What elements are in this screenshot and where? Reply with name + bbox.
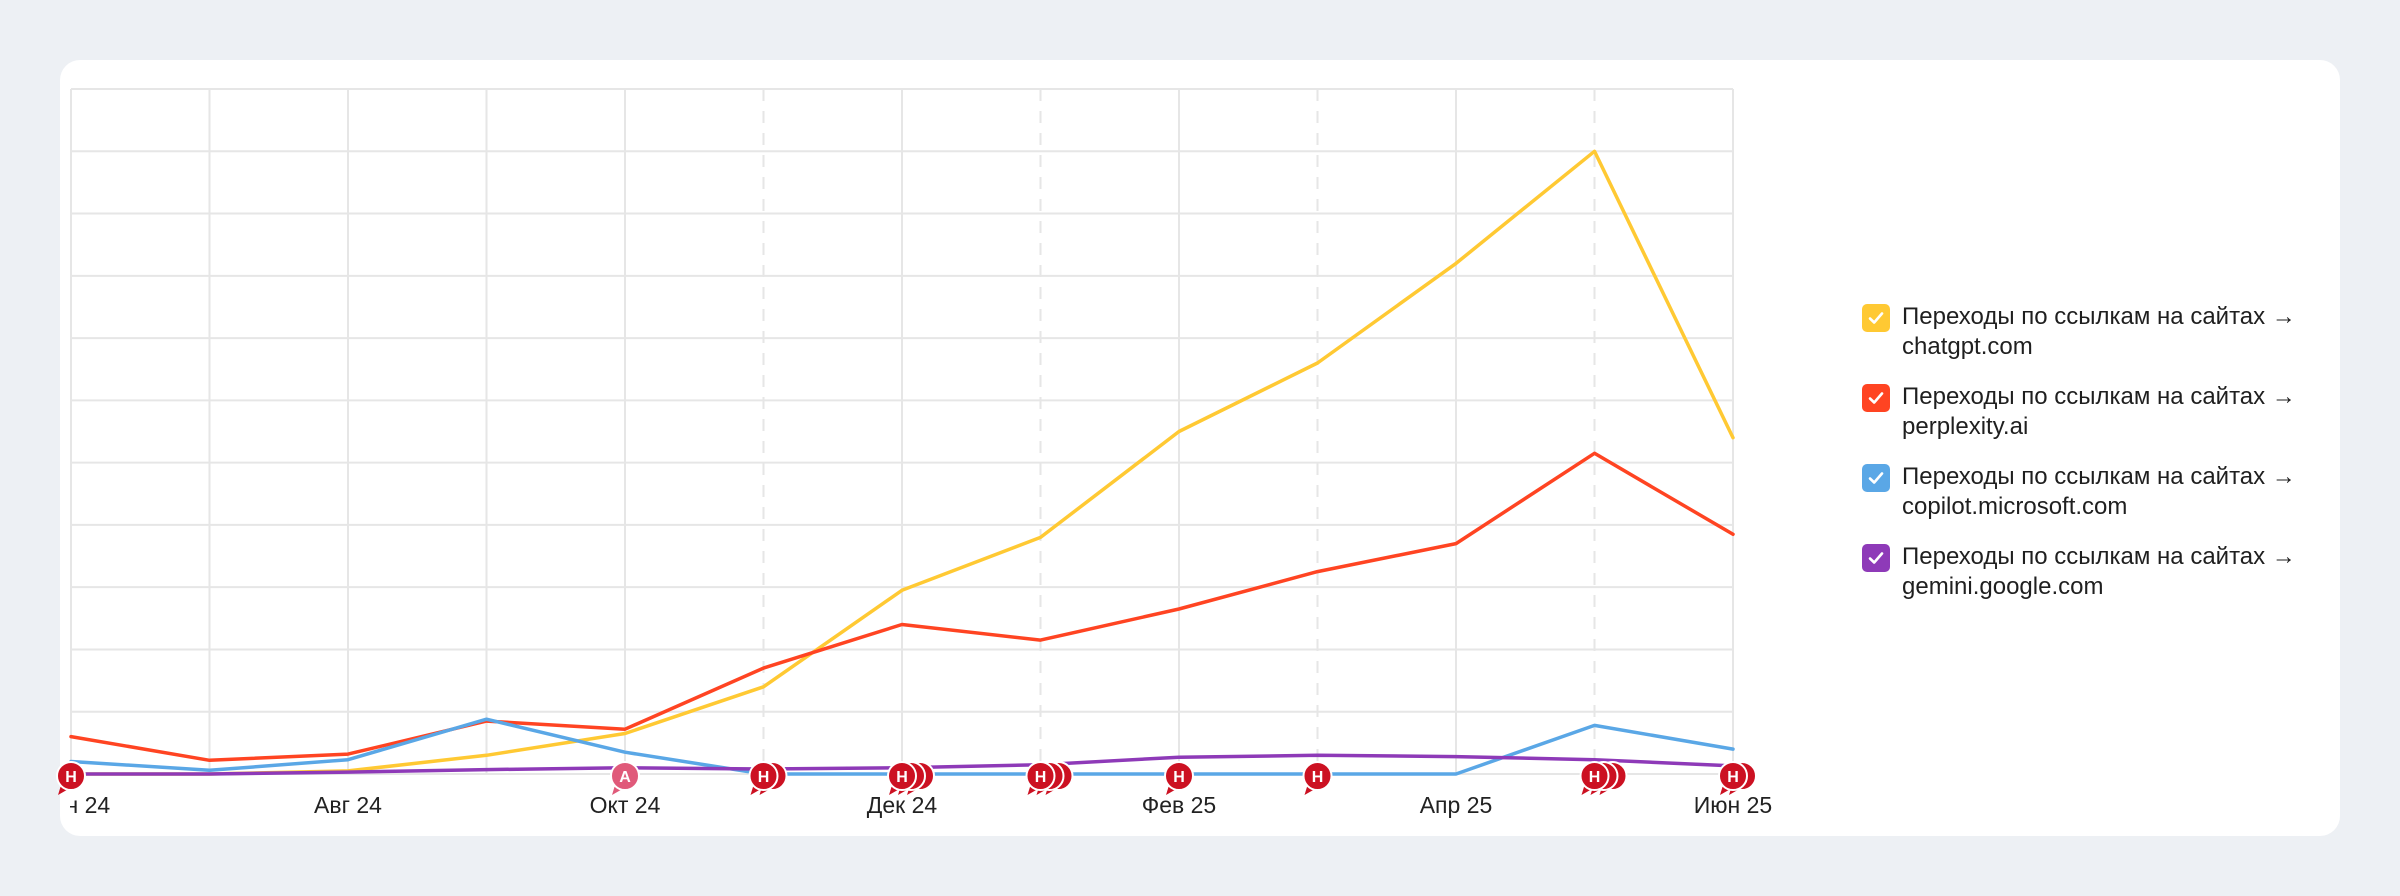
annotation-circle [1025,761,1056,791]
annotation-circle [1302,761,1333,791]
legend-item-perplexity[interactable]: Переходы по ссылкам на сайтах → perplexit… [1862,382,2342,442]
annotation-circle [748,761,779,791]
legend-item-copilot[interactable]: Переходы по ссылкам на сайтах → copilot.m… [1862,462,2342,522]
annotation-marker: Н [1718,761,1757,795]
checkbox-icon[interactable] [1862,384,1890,412]
x-axis: Июн 24 Авг 24 Окт 24 Дек 24 Фев 25 Апр 25 Июн … [32,792,1772,818]
annotation-letter: Н [1035,769,1047,786]
annotation-marker: Н [1302,761,1333,795]
annotation-marker: Н [1579,761,1628,795]
annotation-marker: Н [887,761,935,795]
legend: Переходы по ссылкам на сайтах → chatgpt.c… [1862,302,2342,622]
legend-item-gemini[interactable]: Переходы по ссылкам на сайтах → gemini.go… [1862,542,2342,602]
annotation-letter: Н [1312,769,1324,786]
x-tick-label: Фев 25 [1142,792,1216,818]
series-line-2 [69,451,1735,763]
x-tick-label: Окт 24 [590,792,661,818]
legend-label: Переходы по ссылкам на сайтах → [1902,383,2296,410]
legend-site: chatgpt.com [1902,333,2033,360]
x-tick-label: Апр 25 [1420,792,1493,818]
legend-label: Переходы по ссылкам на сайтах → [1902,303,2296,330]
annotation-circle [1718,761,1748,791]
annotation-circle [1579,761,1610,791]
annotation-letter: Н [1589,769,1601,786]
x-tick-label: Дек 24 [867,792,938,818]
annotation-letter: Н [1727,769,1739,786]
annotation-circle [887,761,917,791]
annotation-circle [610,761,640,791]
legend-label: Переходы по ссылкам на сайтах → [1902,543,2296,570]
legend-site: gemini.google.com [1902,573,2104,600]
annotation-letter: А [619,769,631,786]
x-tick-label: Июн 25 [1694,792,1772,818]
annotation-letter: Н [758,769,770,786]
annotation-letter: Н [65,769,77,786]
annotation-letter: Н [1173,769,1185,786]
legend-site: perplexity.ai [1902,413,2029,440]
annotation-letter: Н [896,769,908,786]
chart-card [60,60,2340,836]
grid [70,88,1734,775]
legend-label: Переходы по ссылкам на сайтах → [1902,463,2296,490]
checkbox-icon[interactable] [1862,464,1890,492]
legend-site: copilot.microsoft.com [1902,493,2128,520]
annotation-marker: Н [748,761,788,795]
annotation-circle [1164,761,1194,791]
annotation-marker: Н [1025,761,1074,795]
annotation-marker: Н [56,761,86,795]
x-tick-label: Авг 24 [314,792,382,818]
checkbox-icon[interactable] [1862,544,1890,572]
annotation-marker: А [610,761,640,795]
annotation-circle [56,761,86,791]
annotation-marker: Н [1164,761,1194,795]
x-tick-label: Июн 24 [32,792,111,818]
legend-item-chatgpt[interactable]: Переходы по ссылкам на сайтах → chatgpt.c… [1862,302,2342,362]
checkbox-icon[interactable] [1862,304,1890,332]
